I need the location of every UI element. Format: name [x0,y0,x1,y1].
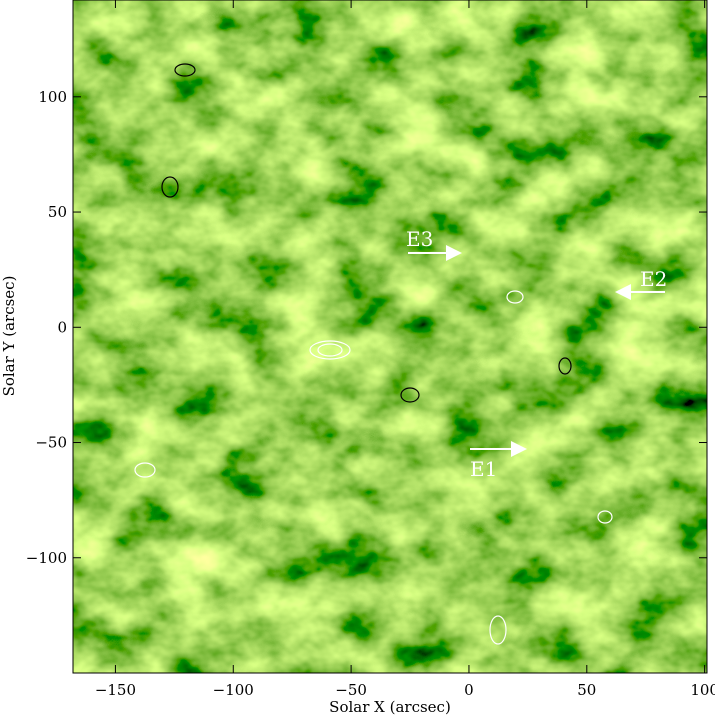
annotation: E2 [640,267,667,291]
solar-image [73,0,707,673]
y-tick-label: 50 [48,203,67,221]
plot-frame [72,0,708,674]
annotations: E1 E2 E3 [406,227,667,481]
y-tick-label: −50 [35,434,67,452]
contours [134,63,613,645]
x-tick-label: 100 [690,681,715,699]
x-tick-label: 50 [577,681,596,699]
x-tick-label: −150 [95,681,136,699]
y-tick-label: 100 [38,88,67,106]
annotation: E1 [470,457,497,481]
y-tick-label: −100 [26,549,67,567]
annotation: E3 [406,227,433,251]
y-tick-label: 0 [57,318,67,336]
x-axis-label: Solar X (arcsec) [329,698,451,716]
x-tick-label: 0 [464,681,474,699]
x-tick-label: −100 [213,681,254,699]
y-axis-label: Solar Y (arcsec) [0,276,18,397]
x-tick-label: −50 [335,681,367,699]
